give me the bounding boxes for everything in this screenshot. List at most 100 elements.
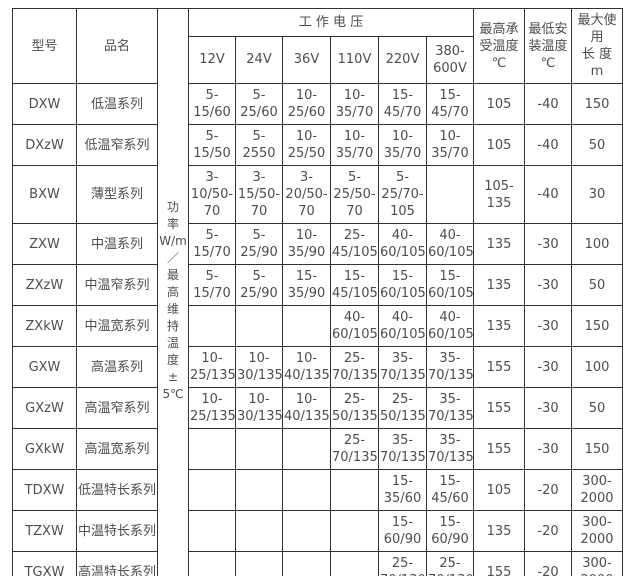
table-row: BXW 薄型系列 3- 10/50- 70 3- 15/50- 70 3- 20/50-… [12, 165, 623, 224]
voltage-value-cell: 35- 70/135 [426, 428, 474, 470]
min-install-temp-cell: -30 [524, 305, 572, 347]
voltage-value-cell: 10- 35/70 [330, 124, 379, 166]
model-cell: DXW [12, 83, 77, 125]
min-install-temp-cell: -20 [524, 469, 572, 511]
min-install-temp-cell: -40 [524, 165, 572, 224]
table-row: ZXkW 中温宽系列 40- 60/105 40- 60/105 40- 60/105 1… [12, 305, 623, 347]
table-row: DXzW 低温窄系列 5- 15/50 5-2550 10- 25/50 10- 35/7… [12, 124, 623, 166]
voltage-value-cell [330, 469, 379, 511]
model-cell: BXW [12, 165, 77, 224]
max-withstand-temp-cell: 105 [473, 124, 525, 166]
min-install-temp-cell: -40 [524, 124, 572, 166]
voltage-value-cell: 5- 25/60 [235, 83, 283, 125]
voltage-value-cell: 5- 15/70 [188, 264, 236, 306]
voltage-value-cell: 15- 45/70 [378, 83, 427, 125]
voltage-value-cell [282, 428, 331, 470]
voltage-value-cell [235, 469, 283, 511]
voltage-value-cell: 25- 70/130 [426, 551, 474, 576]
max-length-cell: 300- 2000 [571, 469, 623, 511]
max-length-cell: 150 [571, 428, 623, 470]
voltage-value-cell: 15- 45/60 [426, 469, 474, 511]
product-name-cell: 薄型系列 [76, 165, 158, 224]
voltage-value-cell: 35- 70/135 [426, 387, 474, 429]
voltage-value-cell [188, 305, 236, 347]
product-name-cell: 低温系列 [76, 83, 158, 125]
model-cell: GXkW [12, 428, 77, 470]
max-withstand-temp-cell: 135 [473, 510, 525, 552]
voltage-value-cell: 15- 60/90 [426, 510, 474, 552]
voltage-value-cell: 15- 60/90 [378, 510, 427, 552]
max-length-cell: 50 [571, 124, 623, 166]
voltage-value-cell: 15- 45/105 [330, 264, 379, 306]
power-note-cell: 功 率 W/m ／ 最 高 维 持 温 度 ± 5℃ [157, 8, 189, 576]
voltage-value-cell: 10- 35/70 [378, 124, 427, 166]
max-withstand-temp-cell: 135 [473, 305, 525, 347]
voltage-value-cell: 3- 10/50- 70 [188, 165, 236, 224]
max-withstand-temp-cell: 105- 135 [473, 165, 525, 224]
max-length-cell: 300- 2000 [571, 510, 623, 552]
voltage-value-cell: 40- 60/105 [330, 305, 379, 347]
max-withstand-temp-cell: 155 [473, 551, 525, 576]
voltage-value-cell: 25- 50/135 [330, 387, 379, 429]
voltage-value-cell: 15- 35/60 [378, 469, 427, 511]
model-cell: ZXzW [12, 264, 77, 306]
max-withstand-temp-cell: 105 [473, 469, 525, 511]
model-cell: GXzW [12, 387, 77, 429]
model-cell: TGXW [12, 551, 77, 576]
product-name-cell: 中温系列 [76, 223, 158, 265]
voltage-value-cell: 35- 70/135 [378, 428, 427, 470]
max-length-cell: 100 [571, 223, 623, 265]
max-length-cell: 300- 2000 [571, 551, 623, 576]
voltage-value-cell: 40- 60/105 [426, 223, 474, 265]
table-row: TZXW 中温特长系列 15- 60/90 15- 60/90 135 -20 300- 2… [12, 510, 623, 552]
header-row-1: 型号 品名 功 率 W/m ／ 最 高 维 持 温 度 ± 5℃ 工 作 电 压… [12, 8, 623, 576]
table-row: TDXW 低温特长系列 15- 35/60 15- 45/60 105 -20 300- 2… [12, 469, 623, 511]
voltage-value-cell [235, 510, 283, 552]
voltage-value-cell [188, 428, 236, 470]
col-header-24v: 24V [235, 35, 283, 85]
voltage-value-cell: 10- 25/135 [188, 387, 236, 429]
heating-cable-spec-table: 型号 品名 功 率 W/m ／ 最 高 维 持 温 度 ± 5℃ 工 作 电 压… [12, 8, 623, 576]
product-name-cell: 高温特长系列 [76, 551, 158, 576]
max-withstand-temp-cell: 155 [473, 428, 525, 470]
model-cell: ZXW [12, 223, 77, 265]
voltage-value-cell [235, 305, 283, 347]
voltage-value-cell: 10- 30/135 [235, 346, 283, 388]
voltage-value-cell: 40- 60/105 [378, 223, 427, 265]
col-header-model: 型号 [12, 8, 77, 84]
voltage-value-cell [235, 551, 283, 576]
model-cell: ZXkW [12, 305, 77, 347]
max-withstand-temp-cell: 105 [473, 83, 525, 125]
min-install-temp-cell: -30 [524, 264, 572, 306]
voltage-value-cell: 15- 35/90 [282, 264, 331, 306]
voltage-value-cell: 15- 60/105 [426, 264, 474, 306]
voltage-value-cell: 5- 25/90 [235, 264, 283, 306]
voltage-value-cell: 5- 15/60 [188, 83, 236, 125]
voltage-value-cell: 35- 70/135 [426, 346, 474, 388]
min-install-temp-cell: -40 [524, 83, 572, 125]
voltage-value-cell [235, 428, 283, 470]
product-name-cell: 中温窄系列 [76, 264, 158, 306]
voltage-value-cell [282, 510, 331, 552]
voltage-value-cell: 10- 35/90 [282, 223, 331, 265]
product-name-cell: 高温系列 [76, 346, 158, 388]
min-install-temp-cell: -20 [524, 510, 572, 552]
max-length-cell: 150 [571, 305, 623, 347]
min-install-temp-cell: -30 [524, 428, 572, 470]
voltage-value-cell: 5-2550 [235, 124, 283, 166]
product-name-cell: 高温宽系列 [76, 428, 158, 470]
voltage-value-cell [330, 551, 379, 576]
voltage-value-cell: 10- 25/135 [188, 346, 236, 388]
voltage-value-cell: 5- 25/70- 105 [378, 165, 427, 224]
table-row: GXzW 高温窄系列 10- 25/135 10- 30/135 10- 40/135 2… [12, 387, 623, 429]
model-cell: TZXW [12, 510, 77, 552]
min-install-temp-cell: -20 [524, 551, 572, 576]
voltage-value-cell: 5- 25/50- 70 [330, 165, 379, 224]
voltage-value-cell [282, 469, 331, 511]
product-name-cell: 低温特长系列 [76, 469, 158, 511]
table-row: GXkW 高温宽系列 25- 70/135 35- 70/135 35- 70/135 1… [12, 428, 623, 470]
min-install-temp-cell: -30 [524, 223, 572, 265]
voltage-value-cell [426, 165, 474, 224]
max-length-cell: 50 [571, 264, 623, 306]
col-header-220v: 220V [378, 35, 427, 85]
